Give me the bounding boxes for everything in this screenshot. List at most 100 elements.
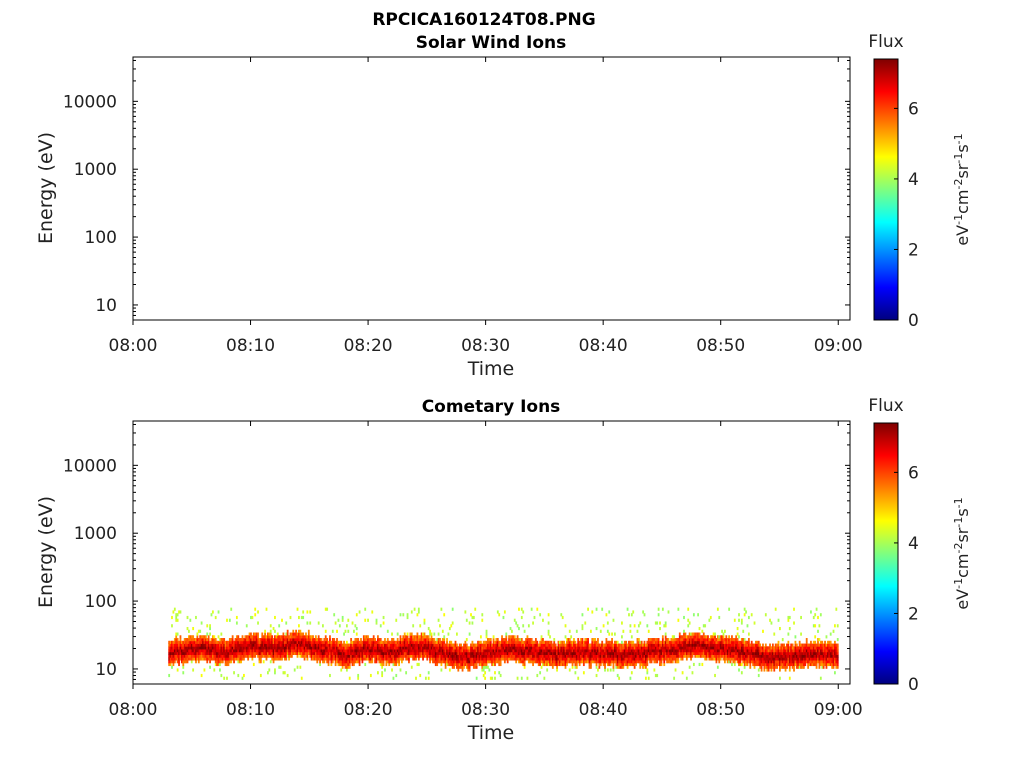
heatmap-cell [430,635,433,639]
heatmap-cell [202,654,204,658]
heatmap-cell [815,657,818,661]
heatmap-cell [355,646,358,650]
heatmap-cell [659,640,661,644]
heatmap-cell [723,638,726,642]
heatmap-cell [726,649,729,653]
heatmap-cell [475,646,478,650]
heatmap-cell [793,621,795,625]
heatmap-cell [704,635,707,639]
heatmap-cell [217,640,220,644]
heatmap-cell [228,660,231,664]
heatmap-cell [666,654,668,658]
heatmap-cell [597,646,599,650]
heatmap-cell [731,640,733,644]
heatmap-cell [338,643,341,647]
heatmap-cell [659,660,661,664]
heatmap-cell [738,654,740,658]
heatmap-cell [612,646,615,650]
heatmap-cell [825,643,828,647]
heatmap-cell [554,649,557,653]
heatmap-cell [307,629,310,633]
heatmap-cell [591,651,594,656]
heatmap-cell [430,651,433,656]
heatmap-cell [633,646,636,650]
heatmap-cell [345,643,348,647]
heatmap-cell [224,662,227,667]
heatmap-cell [329,638,331,642]
heatmap-cell [544,654,547,658]
heatmap-cell [206,660,209,664]
heatmap-cell [266,654,269,658]
heatmap-cell [525,640,527,644]
heatmap-cell [625,657,628,661]
heatmap-cell [310,635,313,639]
heatmap-cell [423,618,426,622]
heatmap-cell [793,651,795,656]
heatmap-cell [690,646,692,650]
heatmap-cell [432,649,434,653]
heatmap-cell [300,649,303,653]
heatmap-cell [368,638,371,642]
heatmap-cell [289,654,292,658]
heatmap-cell [207,643,210,647]
heatmap-cell [279,649,282,653]
heatmap-cell [534,654,537,658]
heatmap-cell [244,646,247,650]
heatmap-cell [396,660,399,664]
panel-title: Solar Wind Ions [416,33,567,53]
heatmap-cell [577,676,580,680]
heatmap-cell [355,632,358,636]
heatmap-cell [226,643,228,647]
heatmap-cell [716,643,719,647]
heatmap-cell [238,640,241,644]
heatmap-cell [649,660,652,664]
heatmap-cell [551,646,554,650]
heatmap-cell [298,640,300,644]
heatmap-cell [210,657,213,661]
heatmap-cell [832,654,835,658]
heatmap-cell [319,640,321,644]
heatmap-cell [571,651,574,656]
heatmap-cell [169,651,172,656]
heatmap-cell [635,651,637,656]
heatmap-cell [353,649,355,653]
heatmap-cell [807,651,810,656]
heatmap-cell [708,638,711,642]
heatmap-cell [513,651,516,656]
heatmap-cell [712,643,715,647]
heatmap-cell [424,635,427,639]
heatmap-cell [762,651,764,656]
heatmap-cell [183,654,186,658]
heatmap-cell [685,640,688,644]
heatmap-cell [811,646,814,650]
heatmap-cell [282,643,285,647]
heatmap-cell [440,662,443,667]
heatmap-cell [543,654,546,658]
heatmap-cell [554,660,557,664]
heatmap-cell [684,632,687,636]
heatmap-cell [413,643,416,647]
heatmap-cell [595,657,598,661]
heatmap-cell [595,626,598,631]
heatmap-cell [508,635,511,639]
heatmap-cell [368,643,371,647]
heatmap-cell [547,654,550,658]
heatmap-cell [450,662,453,667]
heatmap-cell [574,651,577,656]
heatmap-cell [530,660,533,664]
heatmap-cell [204,651,207,656]
heatmap-cell [317,651,320,656]
heatmap-cell [489,654,492,658]
heatmap-cell [804,646,807,650]
heatmap-cell [628,646,630,650]
heatmap-cell [258,638,261,642]
heatmap-cell [485,632,488,636]
heatmap-cell [410,638,413,642]
heatmap-cell [427,649,430,653]
heatmap-cell [461,654,464,658]
heatmap-cell [621,662,623,667]
heatmap-cell [259,646,262,650]
heatmap-cell [659,654,661,658]
heatmap-cell [595,607,598,611]
heatmap-cell [444,651,447,656]
